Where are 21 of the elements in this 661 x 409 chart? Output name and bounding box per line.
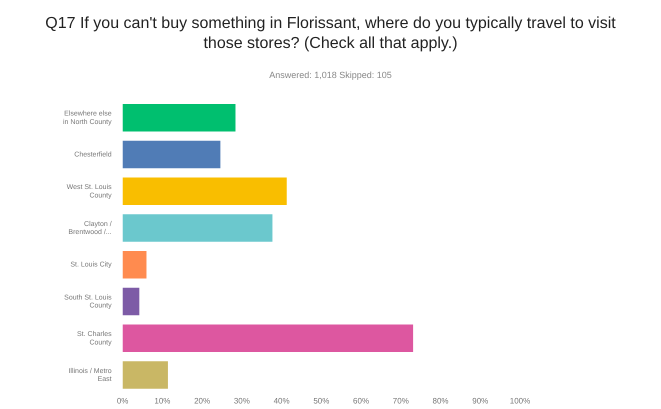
bar	[122, 250, 146, 279]
bar	[122, 324, 414, 352]
chart-title: Q17 If you can't buy something in Florissant, where do you typically travel to visit those stores? (Check all that apply.)	[44, 14, 617, 54]
bar	[122, 177, 287, 206]
x-tick-label: 10%	[154, 396, 170, 406]
bar	[122, 361, 168, 389]
bar	[122, 104, 236, 132]
x-tick-label: 60%	[353, 396, 370, 406]
bar	[122, 140, 220, 168]
x-tick-label: 20%	[194, 396, 210, 406]
x-tick-label: 90%	[472, 396, 488, 406]
x-tick-label: 100%	[510, 396, 530, 406]
chart-subtitle: Answered: 1,018 Skipped: 105	[268, 70, 393, 80]
x-tick-label: 50%	[313, 396, 330, 406]
x-tick-label: 80%	[432, 396, 449, 406]
x-tick-label: 70%	[392, 396, 409, 406]
x-tick-label: 40%	[274, 396, 290, 406]
bar	[122, 214, 272, 242]
x-tick-label: 0%	[116, 396, 128, 406]
x-tick-label: 30%	[234, 396, 250, 406]
bar	[122, 288, 140, 316]
